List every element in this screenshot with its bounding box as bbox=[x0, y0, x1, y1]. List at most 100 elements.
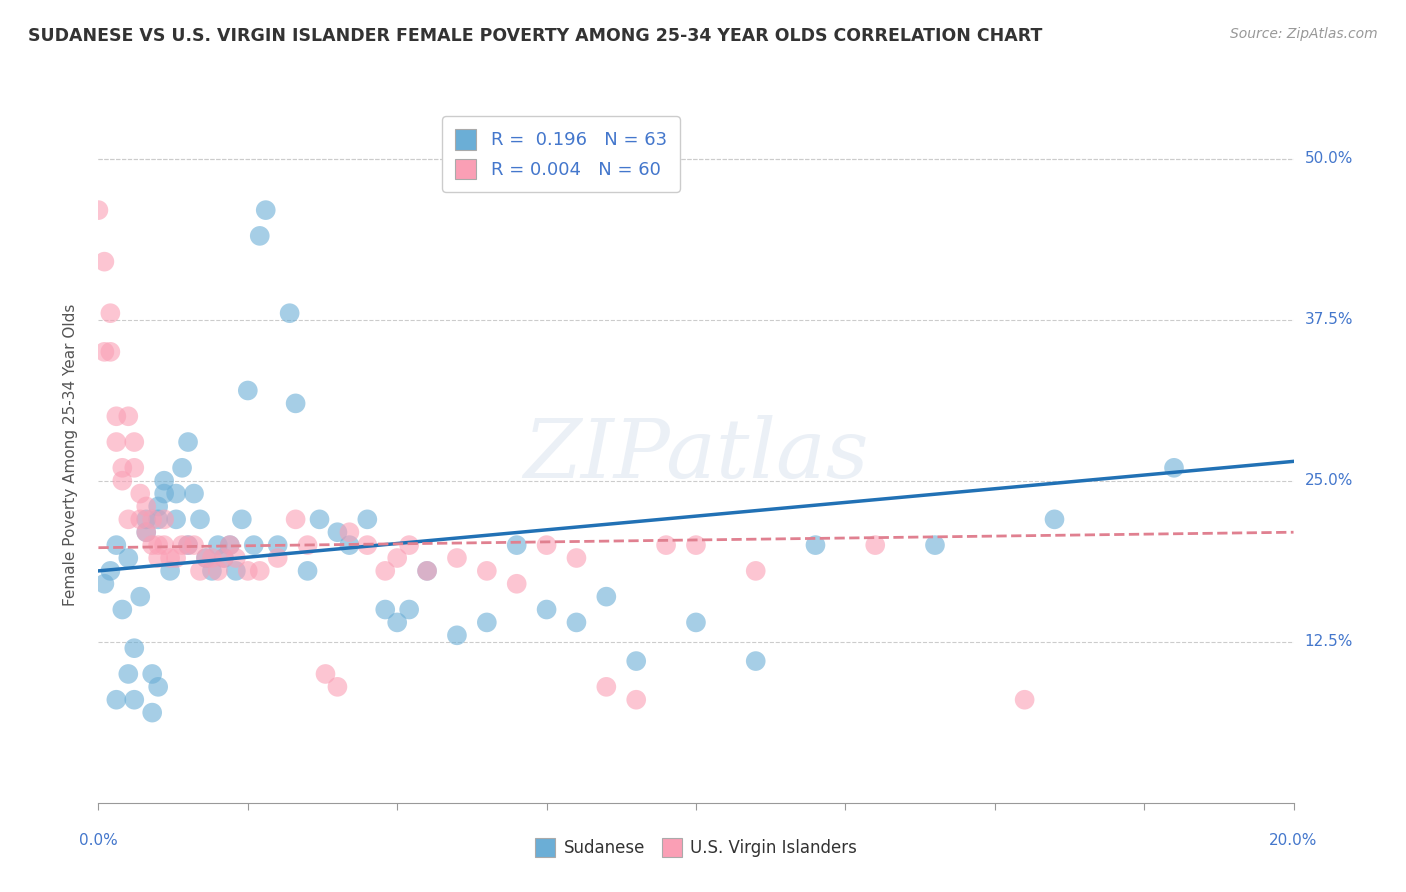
Point bbox=[212, 551, 235, 566]
Point bbox=[141, 667, 163, 681]
Point bbox=[201, 551, 224, 566]
Point bbox=[135, 500, 157, 514]
Point bbox=[398, 538, 420, 552]
Point bbox=[98, 564, 122, 578]
Legend: Sudanese, U.S. Virgin Islanders: Sudanese, U.S. Virgin Islanders bbox=[529, 831, 863, 864]
Point bbox=[745, 654, 768, 668]
Point bbox=[129, 512, 152, 526]
Point bbox=[183, 538, 205, 552]
Point bbox=[278, 306, 301, 320]
Point bbox=[297, 538, 319, 552]
Point bbox=[267, 538, 290, 552]
Point bbox=[159, 551, 181, 566]
Point bbox=[249, 564, 271, 578]
Point bbox=[924, 538, 946, 552]
Point bbox=[194, 551, 218, 566]
Point bbox=[624, 654, 647, 668]
Point bbox=[506, 538, 529, 552]
Point bbox=[177, 538, 200, 552]
Text: 37.5%: 37.5% bbox=[1305, 312, 1353, 327]
Point bbox=[188, 512, 211, 526]
Point bbox=[308, 512, 330, 526]
Point bbox=[148, 512, 170, 526]
Point bbox=[148, 680, 170, 694]
Point bbox=[745, 564, 768, 578]
Point bbox=[297, 564, 319, 578]
Point bbox=[804, 538, 827, 552]
Point bbox=[207, 564, 229, 578]
Text: SUDANESE VS U.S. VIRGIN ISLANDER FEMALE POVERTY AMONG 25-34 YEAR OLDS CORRELATIO: SUDANESE VS U.S. VIRGIN ISLANDER FEMALE … bbox=[28, 27, 1042, 45]
Point bbox=[416, 564, 439, 578]
Text: 50.0%: 50.0% bbox=[1305, 151, 1353, 166]
Point bbox=[1014, 692, 1036, 706]
Point bbox=[177, 538, 200, 552]
Point bbox=[148, 538, 170, 552]
Point bbox=[231, 512, 253, 526]
Point bbox=[183, 486, 205, 500]
Point bbox=[446, 628, 468, 642]
Point bbox=[124, 641, 146, 656]
Point bbox=[446, 551, 468, 566]
Point bbox=[536, 538, 558, 552]
Y-axis label: Female Poverty Among 25-34 Year Olds: Female Poverty Among 25-34 Year Olds bbox=[63, 304, 77, 606]
Point bbox=[141, 706, 163, 720]
Point bbox=[177, 435, 200, 450]
Point bbox=[326, 680, 349, 694]
Point bbox=[153, 538, 176, 552]
Point bbox=[105, 538, 128, 552]
Point bbox=[212, 551, 235, 566]
Point bbox=[1163, 460, 1185, 475]
Text: 20.0%: 20.0% bbox=[1270, 833, 1317, 848]
Point bbox=[655, 538, 678, 552]
Point bbox=[595, 590, 617, 604]
Point bbox=[165, 512, 187, 526]
Point bbox=[225, 564, 247, 578]
Point bbox=[374, 602, 396, 616]
Point bbox=[159, 564, 181, 578]
Point bbox=[685, 538, 707, 552]
Point bbox=[315, 667, 337, 681]
Point bbox=[595, 680, 617, 694]
Point bbox=[153, 486, 176, 500]
Point bbox=[124, 460, 146, 475]
Point bbox=[326, 525, 349, 540]
Point bbox=[172, 460, 194, 475]
Point bbox=[236, 564, 259, 578]
Point bbox=[141, 512, 163, 526]
Text: ZIPatlas: ZIPatlas bbox=[523, 415, 869, 495]
Point bbox=[105, 409, 128, 424]
Point bbox=[385, 615, 409, 630]
Point bbox=[165, 486, 187, 500]
Text: 25.0%: 25.0% bbox=[1305, 473, 1353, 488]
Point bbox=[225, 551, 247, 566]
Point bbox=[111, 474, 134, 488]
Point bbox=[565, 551, 588, 566]
Point bbox=[385, 551, 409, 566]
Point bbox=[249, 228, 271, 243]
Point bbox=[141, 538, 163, 552]
Point bbox=[1043, 512, 1066, 526]
Point bbox=[93, 344, 115, 359]
Point bbox=[506, 576, 529, 591]
Point bbox=[117, 409, 139, 424]
Point bbox=[254, 203, 277, 218]
Point bbox=[243, 538, 266, 552]
Point bbox=[105, 435, 128, 450]
Point bbox=[148, 551, 170, 566]
Text: Source: ZipAtlas.com: Source: ZipAtlas.com bbox=[1230, 27, 1378, 41]
Point bbox=[98, 344, 122, 359]
Point bbox=[398, 602, 420, 616]
Point bbox=[194, 551, 218, 566]
Point bbox=[207, 538, 229, 552]
Point bbox=[135, 512, 157, 526]
Point bbox=[685, 615, 707, 630]
Point bbox=[87, 203, 110, 218]
Point bbox=[105, 692, 128, 706]
Point bbox=[93, 254, 115, 268]
Point bbox=[565, 615, 588, 630]
Point bbox=[129, 590, 152, 604]
Point bbox=[475, 615, 498, 630]
Point bbox=[624, 692, 647, 706]
Point bbox=[135, 525, 157, 540]
Point bbox=[165, 551, 187, 566]
